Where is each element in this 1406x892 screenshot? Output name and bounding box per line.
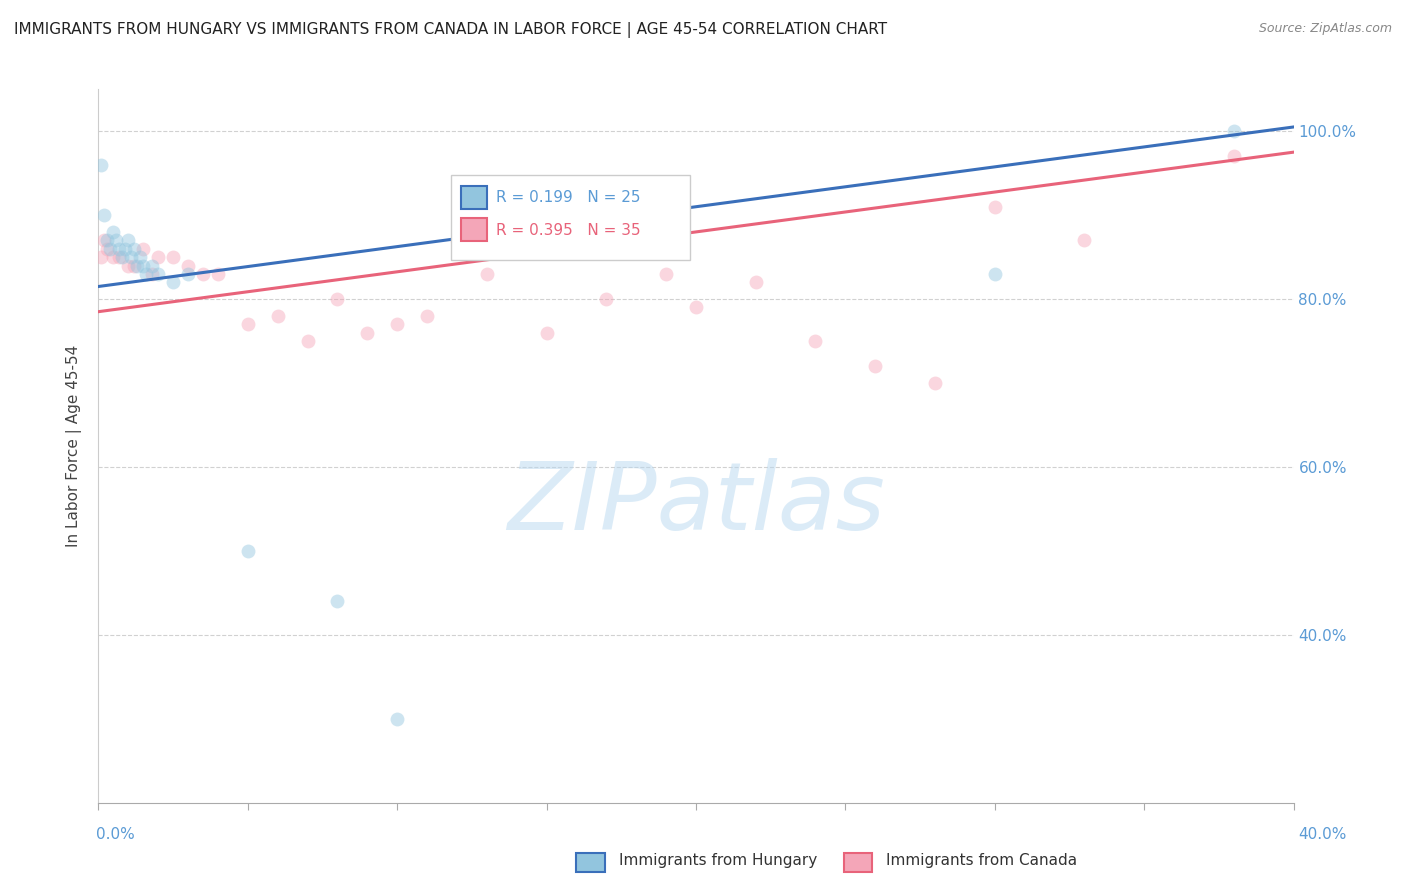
Point xyxy=(385,712,409,726)
Text: Source: ZipAtlas.com: Source: ZipAtlas.com xyxy=(1258,22,1392,36)
Point xyxy=(297,334,319,348)
Point xyxy=(108,250,131,264)
Point xyxy=(924,376,946,390)
Point xyxy=(191,267,214,281)
Point xyxy=(1223,124,1246,138)
Point xyxy=(124,242,146,256)
Point xyxy=(93,208,115,222)
Point xyxy=(267,309,290,323)
Point xyxy=(120,250,142,264)
Text: R = 0.199   N = 25: R = 0.199 N = 25 xyxy=(496,190,641,205)
Point xyxy=(105,233,128,247)
Point xyxy=(135,267,157,281)
Point xyxy=(416,309,439,323)
Point xyxy=(93,233,115,247)
Point xyxy=(984,200,1007,214)
Point xyxy=(207,267,229,281)
Point xyxy=(1223,149,1246,163)
Point xyxy=(595,292,617,306)
Point xyxy=(127,259,149,273)
FancyBboxPatch shape xyxy=(451,175,690,260)
Point xyxy=(326,594,349,608)
Point xyxy=(132,259,155,273)
Point xyxy=(132,242,155,256)
Point xyxy=(685,301,707,315)
Point xyxy=(385,318,409,332)
Point xyxy=(162,275,184,289)
Point xyxy=(236,544,259,558)
Point xyxy=(114,242,136,256)
Point xyxy=(475,267,498,281)
Point xyxy=(446,233,468,247)
Point xyxy=(103,250,125,264)
Point xyxy=(96,233,118,247)
Point xyxy=(108,242,131,256)
Point xyxy=(984,267,1007,281)
Point xyxy=(865,359,887,374)
Point xyxy=(103,225,125,239)
Point xyxy=(96,242,118,256)
Point xyxy=(141,259,163,273)
Point xyxy=(117,233,139,247)
Point xyxy=(100,242,122,256)
Point xyxy=(356,326,378,340)
FancyBboxPatch shape xyxy=(461,219,486,241)
Point xyxy=(117,259,139,273)
Point xyxy=(506,242,529,256)
FancyBboxPatch shape xyxy=(461,186,486,209)
Point xyxy=(141,267,163,281)
Point xyxy=(111,250,134,264)
Point xyxy=(90,250,112,264)
Point xyxy=(162,250,184,264)
Point xyxy=(124,259,146,273)
Point xyxy=(177,267,200,281)
Point xyxy=(177,259,200,273)
Point xyxy=(326,292,349,306)
Point xyxy=(804,334,827,348)
Point xyxy=(655,267,678,281)
Point xyxy=(129,250,152,264)
Text: Immigrants from Hungary: Immigrants from Hungary xyxy=(619,854,817,868)
Point xyxy=(536,326,558,340)
Point xyxy=(745,275,768,289)
Text: ZIPatlas: ZIPatlas xyxy=(508,458,884,549)
Text: 40.0%: 40.0% xyxy=(1299,827,1347,841)
Text: 0.0%: 0.0% xyxy=(96,827,135,841)
Y-axis label: In Labor Force | Age 45-54: In Labor Force | Age 45-54 xyxy=(66,345,83,547)
Point xyxy=(236,318,259,332)
Text: IMMIGRANTS FROM HUNGARY VS IMMIGRANTS FROM CANADA IN LABOR FORCE | AGE 45-54 COR: IMMIGRANTS FROM HUNGARY VS IMMIGRANTS FR… xyxy=(14,22,887,38)
Text: Immigrants from Canada: Immigrants from Canada xyxy=(886,854,1077,868)
Point xyxy=(90,158,112,172)
Point xyxy=(1073,233,1095,247)
Point xyxy=(148,250,170,264)
Point xyxy=(148,267,170,281)
Text: R = 0.395   N = 35: R = 0.395 N = 35 xyxy=(496,223,641,238)
